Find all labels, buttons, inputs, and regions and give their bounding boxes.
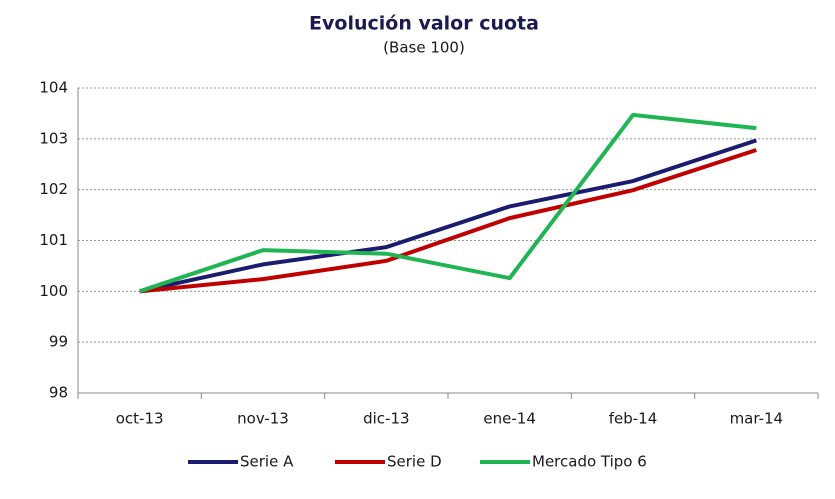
x-tick-label: mar-14 — [730, 410, 784, 428]
chart-title: Evolución valor cuota — [309, 13, 539, 35]
legend-label: Serie D — [387, 453, 442, 471]
legend-label: Mercado Tipo 6 — [532, 453, 647, 471]
x-tick-label: oct-13 — [116, 410, 164, 428]
y-tick-label: 98 — [49, 384, 68, 402]
x-tick-label: nov-13 — [237, 410, 289, 428]
series-line — [139, 148, 757, 294]
x-tick-label: feb-14 — [609, 410, 658, 428]
x-tick-label: ene-14 — [483, 410, 535, 428]
y-tick-label: 100 — [39, 282, 68, 300]
series-line — [139, 112, 757, 294]
legend-label: Serie A — [240, 453, 294, 471]
series-line — [139, 138, 757, 294]
y-tick-label: 104 — [39, 79, 68, 97]
chart-subtitle: (Base 100) — [383, 39, 465, 57]
y-tick-label: 103 — [39, 129, 68, 147]
y-tick-label: 102 — [39, 180, 68, 198]
y-tick-label: 101 — [39, 231, 68, 249]
x-tick-label: dic-13 — [363, 410, 409, 428]
y-tick-label: 99 — [49, 333, 68, 351]
